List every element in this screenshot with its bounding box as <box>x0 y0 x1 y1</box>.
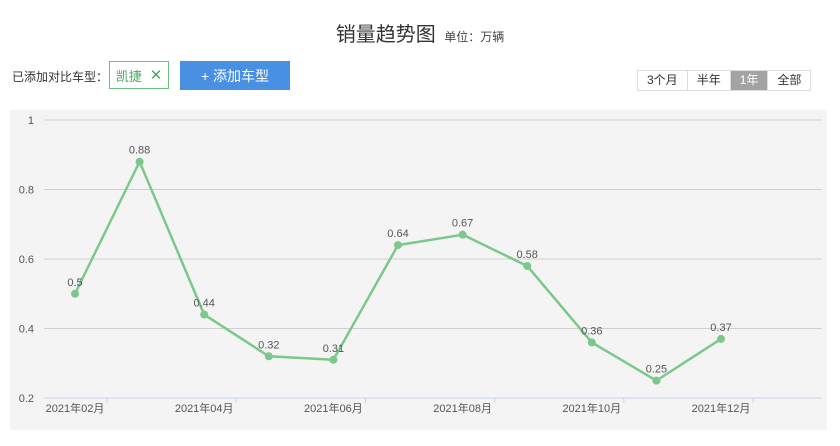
x-tick-label: 2021年02月 <box>46 401 105 415</box>
y-tick-label: 0.8 <box>19 185 34 197</box>
data-point[interactable] <box>523 261 532 270</box>
data-label: 0.25 <box>646 364 667 376</box>
compare-label: 已添加对比车型： <box>12 70 109 84</box>
y-tick-label: 0.6 <box>19 254 34 266</box>
y-tick-label: 0.2 <box>19 393 34 405</box>
data-point[interactable] <box>200 310 209 319</box>
data-point[interactable] <box>394 241 402 250</box>
data-label: 0.5 <box>67 277 82 289</box>
x-tick-label: 2021年12月 <box>692 401 751 415</box>
data-point[interactable] <box>264 352 273 361</box>
range-1-year[interactable]: 1年 <box>730 71 769 90</box>
data-point[interactable] <box>717 334 725 343</box>
data-point[interactable] <box>587 338 596 347</box>
x-tick-label: 2021年08月 <box>433 401 492 415</box>
range-all[interactable]: 全部 <box>768 71 811 90</box>
data-point[interactable] <box>652 376 661 385</box>
data-label: 0.88 <box>129 145 150 157</box>
series-line <box>73 160 722 382</box>
chart-header: 销量趋势图 单位：万辆 <box>0 18 840 47</box>
data-point[interactable] <box>329 355 338 364</box>
data-label: 0.44 <box>193 298 214 310</box>
data-label: 0.67 <box>452 218 473 230</box>
unit-label: 单位：万辆 <box>444 30 505 44</box>
data-label: 0.37 <box>710 322 731 334</box>
x-tick-label: 2021年10月 <box>562 401 621 415</box>
range-half-year[interactable]: 半年 <box>687 71 731 90</box>
range-3-months[interactable]: 3个月 <box>638 71 688 90</box>
x-tick-label: 2021年04月 <box>175 401 234 415</box>
compare-tag-label: 凯捷 <box>115 68 142 84</box>
data-point[interactable] <box>135 157 144 166</box>
data-label: 0.31 <box>323 343 344 355</box>
sales-trend-chart: 1 0.8 0.6 0.4 0.2 2021年02月 2021年04月 2021年06月 202… <box>19 115 822 415</box>
data-label: 0.36 <box>581 325 602 337</box>
data-point[interactable] <box>71 289 79 298</box>
chart-title: 销量趋势图 <box>335 24 436 46</box>
data-label: 0.58 <box>516 249 537 261</box>
y-tick-label: 1 <box>28 115 34 127</box>
compare-tag[interactable]: 凯捷 ✕ <box>109 61 169 89</box>
data-point[interactable] <box>458 230 467 239</box>
data-label: 0.64 <box>387 228 408 240</box>
close-icon[interactable]: ✕ <box>149 66 163 84</box>
data-label: 0.32 <box>258 339 279 351</box>
add-model-button[interactable]: + 添加车型 <box>180 61 290 90</box>
time-range-selector: 3个月 半年 1年 全部 <box>637 70 812 91</box>
x-tick-label: 2021年06月 <box>304 401 363 415</box>
y-tick-label: 0.4 <box>19 324 34 336</box>
chart-area: 1 0.8 0.6 0.4 0.2 2021年02月 2021年04月 2021年06月 202… <box>10 110 827 430</box>
